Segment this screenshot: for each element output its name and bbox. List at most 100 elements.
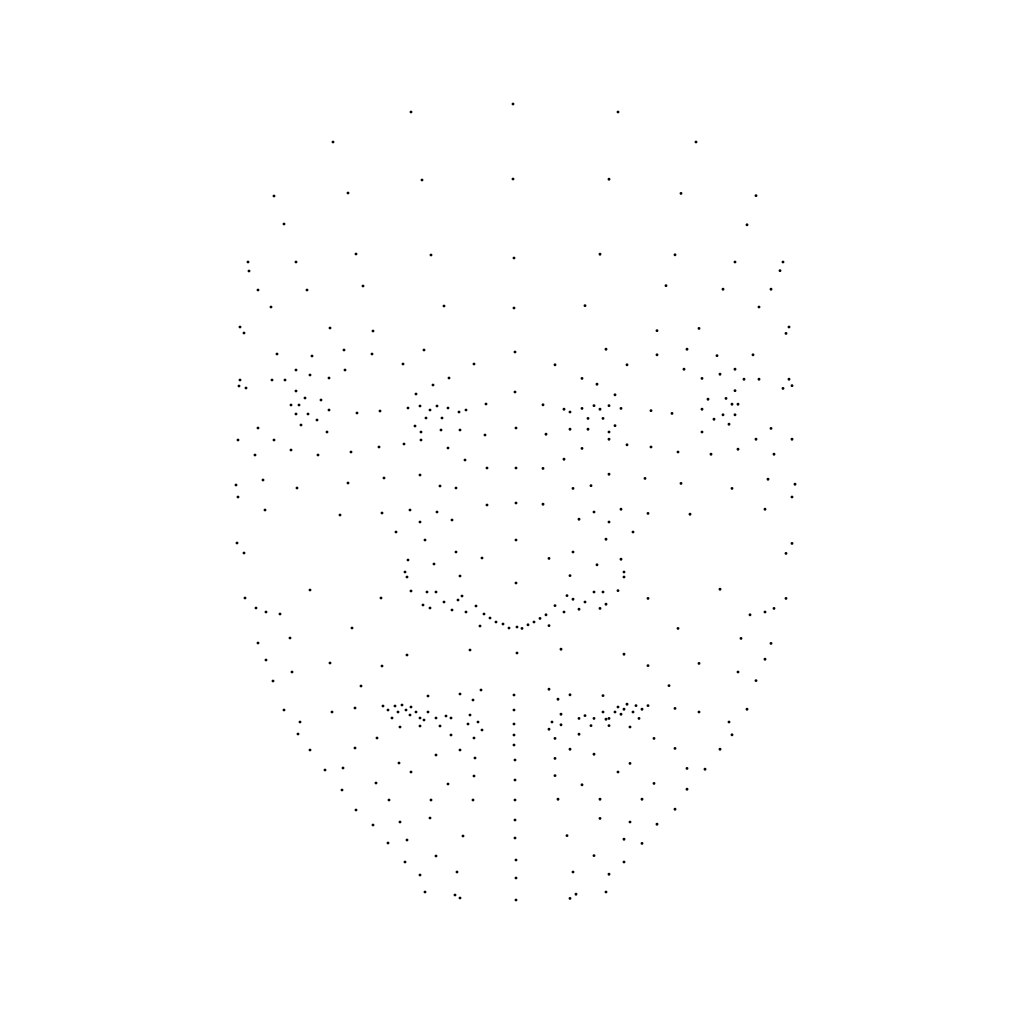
landmark-point	[721, 413, 725, 417]
landmark-point	[562, 610, 566, 614]
landmark-point	[434, 854, 438, 858]
landmark-point	[428, 606, 432, 610]
landmark-point	[787, 377, 791, 381]
landmark-point	[513, 836, 517, 840]
landmark-point	[429, 253, 433, 257]
landmark-point	[380, 511, 384, 515]
landmark-point	[236, 438, 240, 442]
landmark-point	[319, 398, 323, 402]
landmark-point	[472, 774, 476, 778]
landmark-point	[604, 602, 608, 606]
landmark-point	[327, 376, 331, 380]
landmark-point	[619, 507, 623, 511]
landmark-point	[458, 748, 462, 752]
landmark-point	[700, 430, 704, 434]
landmark-point	[583, 600, 587, 604]
landmark-point	[637, 717, 641, 720]
landmark-point	[673, 707, 677, 710]
landmark-point	[598, 797, 602, 801]
landmark-point	[461, 834, 465, 838]
landmark-point	[295, 486, 299, 490]
landmark-point	[679, 192, 683, 195]
landmark-point	[640, 842, 644, 845]
landmark-point	[733, 260, 737, 264]
landmark-point	[721, 287, 725, 291]
landmark-point	[784, 597, 788, 600]
landmark-point	[349, 450, 353, 454]
landmark-point	[733, 389, 737, 392]
landmark-point	[514, 858, 518, 862]
landmark-point	[559, 647, 563, 651]
landmark-point	[272, 438, 276, 442]
landmark-point	[592, 717, 596, 720]
landmark-point	[778, 269, 782, 272]
landmark-point	[613, 424, 617, 427]
landmark-point	[673, 747, 677, 750]
landmark-point	[328, 661, 332, 665]
landmark-point	[413, 424, 417, 428]
landmark-point	[790, 437, 794, 441]
landmark-point	[736, 402, 740, 406]
landmark-point	[282, 708, 286, 712]
landmark-point	[559, 723, 563, 727]
landmark-point	[438, 724, 442, 728]
landmark-point	[414, 392, 418, 396]
landmark-point	[401, 362, 405, 366]
landmark-point	[631, 710, 635, 714]
landmark-point	[298, 720, 302, 724]
landmark-point	[454, 486, 458, 490]
landmark-point	[308, 373, 312, 377]
landmark-point	[483, 433, 487, 437]
landmark-point	[751, 353, 755, 357]
landmark-point	[646, 664, 650, 667]
landmark-point	[514, 538, 518, 542]
landmark-point	[718, 747, 722, 751]
landmark-point	[514, 426, 518, 430]
landmark-point	[386, 708, 390, 712]
landmark-point	[308, 588, 312, 592]
landmark-point	[374, 781, 378, 785]
landmark-point	[235, 541, 239, 545]
landmark-point	[604, 537, 608, 541]
landmark-point	[718, 372, 722, 376]
landmark-point	[450, 518, 454, 522]
landmark-point	[370, 352, 374, 356]
landmark-point	[422, 718, 426, 722]
landmark-point	[622, 837, 626, 841]
landmark-point	[601, 590, 605, 594]
landmark-point	[403, 860, 407, 864]
landmark-point	[408, 713, 412, 717]
landmark-point	[628, 762, 632, 765]
landmark-point	[673, 807, 677, 811]
landmark-point	[400, 703, 404, 707]
landmark-point	[426, 710, 430, 714]
landmark-point	[790, 542, 794, 545]
landmark-point	[380, 664, 384, 668]
landmark-point	[763, 610, 767, 614]
landmark-point	[480, 728, 484, 732]
landmark-point	[553, 737, 557, 740]
landmark-point	[315, 418, 319, 422]
landmark-point	[414, 710, 418, 714]
landmark-point	[418, 520, 422, 524]
landmark-point	[568, 410, 572, 414]
landmark-point	[688, 512, 692, 516]
landmark-point	[253, 453, 257, 457]
landmark-point	[434, 753, 438, 757]
landmark-point	[607, 520, 611, 524]
landmark-point	[571, 597, 575, 601]
landmark-point	[513, 798, 517, 802]
landmark-point	[700, 407, 704, 411]
landmark-point	[429, 798, 433, 802]
landmark-point	[306, 412, 310, 416]
landmark-point	[586, 417, 590, 420]
landmark-point	[655, 822, 659, 826]
landmark-point	[568, 747, 572, 751]
landmark-point	[435, 404, 439, 408]
landmark-point	[625, 443, 629, 447]
landmark-point	[256, 641, 260, 645]
landmark-point	[547, 727, 551, 731]
landmark-point	[781, 260, 785, 264]
